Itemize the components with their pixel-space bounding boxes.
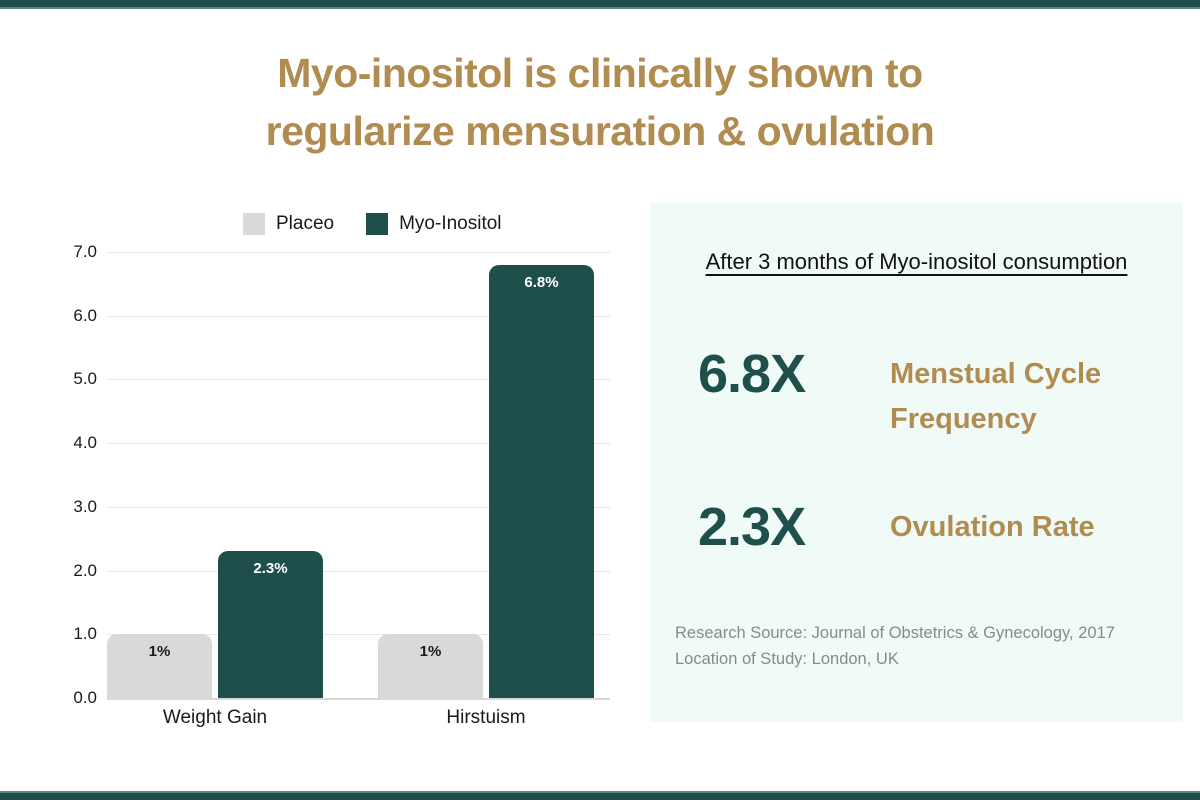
stat-label-ovulation-rate: Ovulation Rate xyxy=(890,511,1095,543)
legend-item-myo-inositol: Myo-Inositol xyxy=(366,213,502,235)
chart-legend: Placeo Myo-Inositol xyxy=(243,213,502,235)
top-accent-strip xyxy=(0,0,1200,9)
page-title: Myo-inositol is clinically shown to regu… xyxy=(0,44,1200,160)
stat-value-menstrual-cycle: 6.8X xyxy=(698,344,806,404)
page-title-line1: Myo-inositol is clinically shown to xyxy=(277,50,923,96)
legend-swatch-myo-inositol xyxy=(366,213,389,235)
y-axis-tick-3.0: 3.0 xyxy=(73,496,97,516)
bar-hirstuism-placeo: 1% xyxy=(378,634,483,698)
bar-value-label: 6.8% xyxy=(524,273,559,291)
page-title-line2: regularize mensuration & ovulation xyxy=(265,108,935,154)
bar-weight-gain-placeo: 1% xyxy=(107,634,212,698)
y-axis-tick-1.0: 1.0 xyxy=(73,624,97,644)
summary-panel: After 3 months of Myo-inositol consumpti… xyxy=(650,203,1183,722)
y-axis-tick-6.0: 6.0 xyxy=(73,305,97,325)
gridline-y-7.0 xyxy=(107,252,610,253)
stat-row-menstrual-cycle: 6.8X Menstual Cycle Frequency xyxy=(698,343,1170,442)
bar-value-label: 1% xyxy=(419,643,442,661)
y-axis-tick-2.0: 2.0 xyxy=(73,560,97,580)
gridline-y-1.0 xyxy=(107,634,610,636)
y-axis-tick-0.0: 0.0 xyxy=(73,688,97,707)
y-axis-tick-5.0: 5.0 xyxy=(73,369,97,389)
x-axis-category-hirstuism: Hirstuism xyxy=(446,707,526,728)
panel-heading: After 3 months of Myo-inositol consumpti… xyxy=(705,249,1128,274)
legend-swatch-placebo xyxy=(243,213,265,235)
gridline-y-6.0 xyxy=(107,315,610,317)
gridline-y-3.0 xyxy=(107,506,610,508)
gridline-y-2.0 xyxy=(107,570,610,572)
gridline-y-4.0 xyxy=(107,443,610,445)
research-source-line2: Location of Study: London, UK xyxy=(675,649,899,668)
legend-item-placebo: Placeo xyxy=(243,213,334,235)
x-axis-category-weight-gain: Weight Gain xyxy=(162,707,268,728)
bar-weight-gain-myo-inositol: 2.3% xyxy=(218,551,323,698)
bottom-accent-strip xyxy=(0,791,1200,800)
y-axis-tick-4.0: 4.0 xyxy=(73,433,97,453)
research-source-line1: Research Source: Journal of Obstetrics &… xyxy=(675,624,1115,642)
research-source-note: Research Source: Journal of Obstetrics &… xyxy=(675,621,1115,672)
stat-value-ovulation-rate: 2.3X xyxy=(698,497,806,557)
stat-row-ovulation-rate: 2.3X Ovulation Rate xyxy=(698,496,1170,558)
bar-value-label: 1% xyxy=(148,643,171,661)
bar-chart-plot-area: 0.0 1.0 2.0 3.0 4.0 5.0 6.0 7.0 1% 2.3% Weight Gai… xyxy=(73,242,610,728)
legend-label-myo-inositol: Myo-Inositol xyxy=(399,213,502,234)
legend-label-placebo: Placeo xyxy=(276,213,335,234)
stat-label-menstrual-cycle: Menstual Cycle Frequency xyxy=(890,358,1102,436)
gridline-y-5.0 xyxy=(107,379,610,381)
y-axis-tick-7.0: 7.0 xyxy=(73,242,97,261)
bar-hirstuism-myo-inositol: 6.8% xyxy=(489,264,594,698)
gridline-y-0.0 xyxy=(107,698,610,700)
bar-value-label: 2.3% xyxy=(253,560,288,578)
